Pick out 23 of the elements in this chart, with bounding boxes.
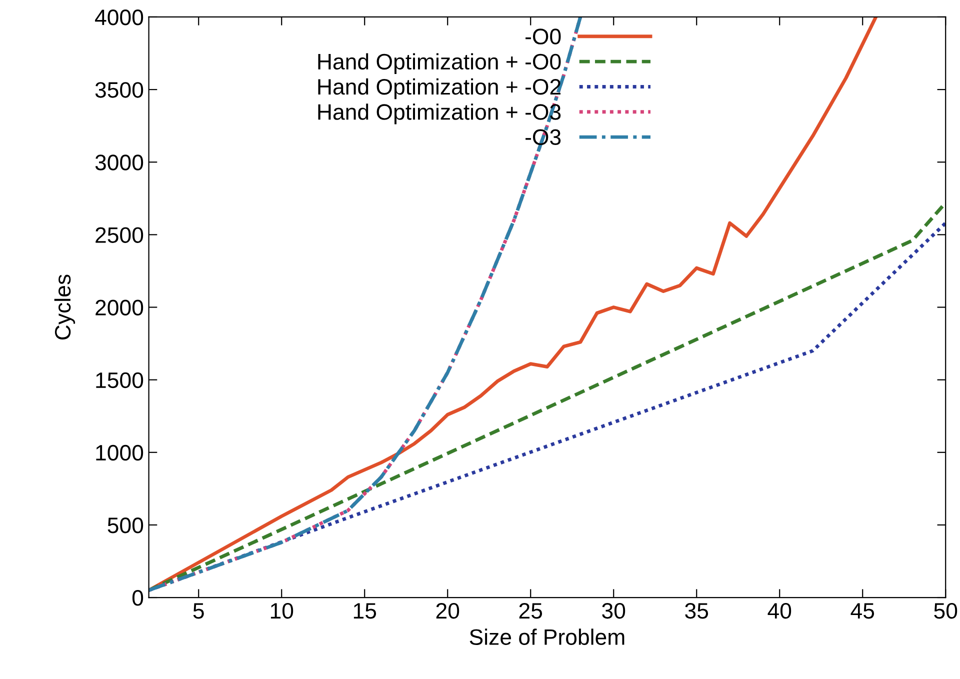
x-tick-label: 45 (850, 603, 874, 619)
y-axis-title: Cycles (54, 274, 76, 340)
x-tick-label: 20 (436, 602, 460, 619)
y-tick-label: 3000 (95, 154, 144, 170)
x-tick-label: 30 (602, 602, 626, 619)
y-tick-label: 4000 (95, 10, 144, 26)
y-tick-label: 1500 (96, 372, 144, 388)
y-tick-label: 1000 (96, 444, 144, 461)
y-tick-label: 3500 (95, 82, 144, 98)
x-tick-label: 10 (270, 602, 294, 619)
legend-label: Hand Optimization + -O0 (318, 53, 561, 74)
y-tick-label: 500 (108, 517, 144, 534)
x-tick-label: 50 (934, 602, 958, 619)
x-tick-label: 25 (519, 602, 542, 619)
y-tick-label: 2500 (96, 227, 144, 243)
x-tick-label: 40 (768, 602, 792, 619)
x-axis-title: Size of Problem (470, 628, 624, 645)
y-tick-label: 0 (132, 590, 144, 606)
x-tick-label: 5 (193, 603, 204, 619)
legend-label: -O0 (526, 28, 561, 44)
y-tick-label: 2000 (96, 300, 144, 316)
x-tick-label: 35 (685, 602, 708, 619)
x-tick-label: 15 (354, 603, 376, 619)
